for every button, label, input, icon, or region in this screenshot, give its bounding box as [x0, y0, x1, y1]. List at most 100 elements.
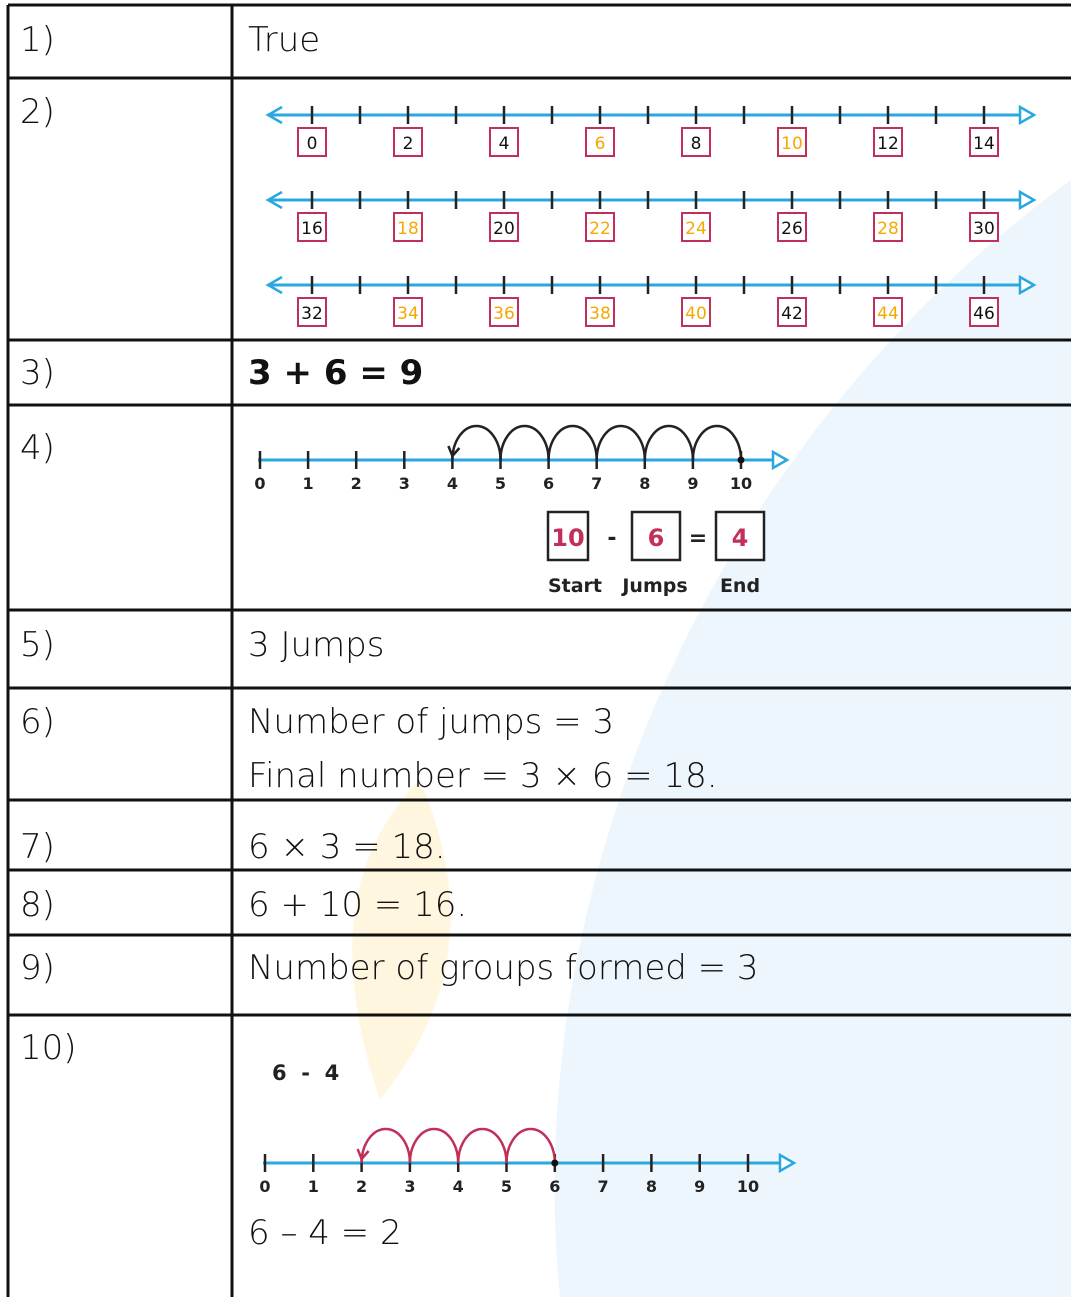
tick-label: 4 [447, 474, 458, 493]
box-caption: Jumps [620, 575, 687, 597]
jump-arc [643, 424, 695, 461]
arrow-head [1018, 274, 1037, 296]
row-number: 8) [20, 885, 55, 925]
rocket-flame [352, 780, 451, 1100]
table-borders [6, 3, 1071, 1297]
tick-label: 3 [404, 1177, 415, 1196]
number-box [393, 212, 423, 242]
box-number: 38 [589, 304, 611, 324]
start-dot [737, 456, 745, 464]
number-box [393, 127, 423, 157]
number-box [297, 297, 327, 327]
box-number: 8 [691, 134, 702, 154]
tick-label: 10 [730, 474, 752, 493]
number-box [393, 297, 423, 327]
box-number: 4 [499, 134, 510, 154]
box-number: 30 [973, 219, 995, 239]
jumps [447, 424, 743, 461]
arrow-head [771, 449, 790, 471]
operator: - [607, 526, 616, 551]
box-number: 6 [595, 134, 606, 154]
number-box [585, 297, 615, 327]
number-box [489, 127, 519, 157]
number-box [969, 297, 999, 327]
tick-label: 8 [639, 474, 650, 493]
number-box [681, 212, 711, 242]
tick-label: 1 [308, 1177, 319, 1196]
box-number: 28 [877, 219, 899, 239]
tick-label: 9 [687, 474, 698, 493]
tick-label: 6 [543, 474, 554, 493]
answer: True [248, 20, 321, 60]
row-number: 4) [20, 428, 55, 468]
box-number: 42 [781, 304, 803, 324]
answer: 3 Jumps [248, 625, 385, 665]
box-number: 18 [397, 219, 419, 239]
jump-arrow [447, 445, 461, 459]
tick-label: 7 [598, 1177, 609, 1196]
jump-arc [451, 424, 502, 461]
answer: 3 + 6 = 9 [248, 353, 424, 393]
box-number: 34 [397, 304, 419, 324]
row-number: 1) [20, 20, 55, 60]
number-box [681, 297, 711, 327]
box-number: 22 [589, 219, 611, 239]
number-box [777, 297, 807, 327]
number-box [873, 212, 903, 242]
number-box [585, 127, 615, 157]
tick-label: 8 [646, 1177, 657, 1196]
box-number: 10 [781, 134, 803, 154]
answer: 6 + 10 = 16. [248, 885, 468, 925]
jump-arc [360, 1127, 412, 1164]
tick-label: 3 [399, 474, 410, 493]
tick-label: 5 [501, 1177, 512, 1196]
answer: Number of groups formed = 3 [248, 948, 759, 988]
row-number: 10) [20, 1028, 77, 1068]
arrow-head [265, 105, 283, 125]
row-number: 7) [20, 827, 55, 867]
number-box [489, 297, 519, 327]
arrow-head [1018, 104, 1037, 126]
tick-label: 7 [591, 474, 602, 493]
box-number: 36 [493, 304, 515, 324]
box-number: 32 [301, 304, 323, 324]
jump-arc [499, 424, 550, 461]
box-value: 10 [551, 524, 584, 552]
box-number: 12 [877, 134, 899, 154]
jump-arc [595, 424, 647, 461]
number-box [873, 297, 903, 327]
jump-arc [505, 1127, 557, 1164]
answer-line: Number of jumps = 3 [248, 702, 615, 742]
equation-box [714, 510, 766, 562]
box-number: 14 [973, 134, 995, 154]
row-number: 2) [20, 92, 55, 132]
number-box [969, 212, 999, 242]
box-number: 46 [973, 304, 995, 324]
arrow-head [1018, 189, 1037, 211]
box-number: 44 [877, 304, 899, 324]
number-box [777, 212, 807, 242]
answer-line: Final number = 3 × 6 = 18. [248, 756, 718, 796]
expression: 6 - 4 [272, 1061, 339, 1085]
tick-label: 0 [254, 474, 265, 493]
box-number: 0 [307, 134, 318, 154]
tick-label: 1 [303, 474, 314, 493]
start-dot [551, 1159, 559, 1167]
jump-arc [691, 424, 743, 461]
tick-label: 9 [694, 1177, 705, 1196]
jumps [356, 1127, 557, 1164]
rocket-body [554, 180, 1071, 1297]
number-box [681, 127, 711, 157]
answer: 6 – 4 = 2 [248, 1213, 402, 1253]
row-number: 3) [20, 353, 55, 393]
number-box [297, 127, 327, 157]
number-box [873, 127, 903, 157]
jump-arc [456, 1127, 508, 1164]
tick-label: 0 [259, 1177, 270, 1196]
box-number: 20 [493, 219, 515, 239]
tick-label: 2 [356, 1177, 367, 1196]
row-number: 6) [20, 702, 55, 742]
box-number: 2 [403, 134, 414, 154]
